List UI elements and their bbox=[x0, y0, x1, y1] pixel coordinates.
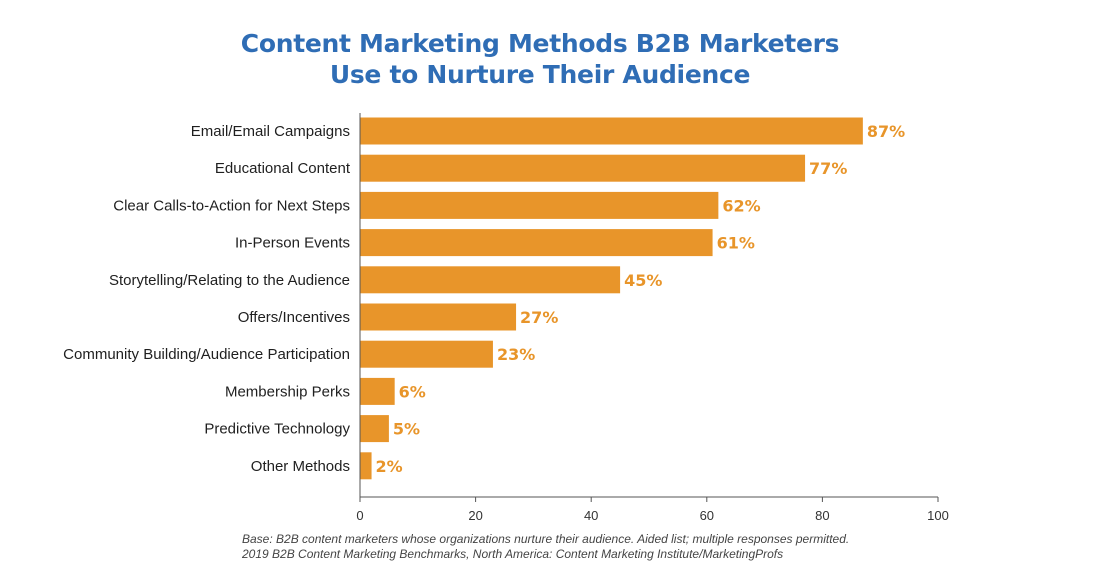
x-tick-label: 100 bbox=[927, 508, 949, 523]
x-tick-label: 80 bbox=[815, 508, 829, 523]
bar bbox=[360, 117, 863, 145]
bar bbox=[360, 154, 806, 182]
x-tick-label: 0 bbox=[356, 508, 363, 523]
bar bbox=[360, 340, 493, 368]
category-label: Storytelling/Relating to the Audience bbox=[109, 272, 350, 289]
value-label: 6% bbox=[399, 382, 426, 401]
value-label: 45% bbox=[624, 271, 662, 290]
category-label: In-Person Events bbox=[235, 235, 350, 252]
bar bbox=[360, 191, 719, 219]
x-tick-label: 20 bbox=[468, 508, 482, 523]
footnote-base: Base: B2B content marketers whose organi… bbox=[242, 532, 850, 546]
category-label: Educational Content bbox=[215, 160, 351, 177]
chart-title-line-2: Use to Nurture Their Audience bbox=[329, 60, 751, 89]
value-label: 27% bbox=[520, 308, 558, 327]
value-label: 23% bbox=[497, 345, 535, 364]
value-label: 62% bbox=[722, 196, 760, 215]
chart-title-line-1: Content Marketing Methods B2B Marketers bbox=[240, 29, 840, 58]
category-label: Clear Calls-to-Action for Next Steps bbox=[113, 197, 350, 214]
category-label: Email/Email Campaigns bbox=[191, 123, 350, 140]
category-label: Other Methods bbox=[251, 458, 350, 475]
x-tick-label: 60 bbox=[700, 508, 714, 523]
value-label: 2% bbox=[376, 457, 403, 476]
footnote-source: 2019 B2B Content Marketing Benchmarks, N… bbox=[242, 547, 784, 561]
x-tick-label: 40 bbox=[584, 508, 598, 523]
bar bbox=[360, 452, 372, 480]
value-label: 61% bbox=[717, 234, 755, 253]
category-label: Membership Perks bbox=[225, 383, 350, 400]
footnote: Base: B2B content marketers whose organi… bbox=[242, 532, 849, 562]
category-label: Predictive Technology bbox=[204, 421, 350, 438]
bar bbox=[360, 303, 517, 331]
value-label: 77% bbox=[809, 159, 847, 178]
bar bbox=[360, 415, 389, 443]
bar bbox=[360, 377, 395, 405]
chart-title: Content Marketing Methods B2B Marketers … bbox=[0, 28, 1096, 90]
value-label: 87% bbox=[867, 122, 905, 141]
bar bbox=[360, 229, 713, 257]
bar bbox=[360, 266, 621, 294]
category-label: Community Building/Audience Participatio… bbox=[63, 346, 350, 363]
value-label: 5% bbox=[393, 420, 420, 439]
category-label: Offers/Incentives bbox=[238, 309, 350, 326]
